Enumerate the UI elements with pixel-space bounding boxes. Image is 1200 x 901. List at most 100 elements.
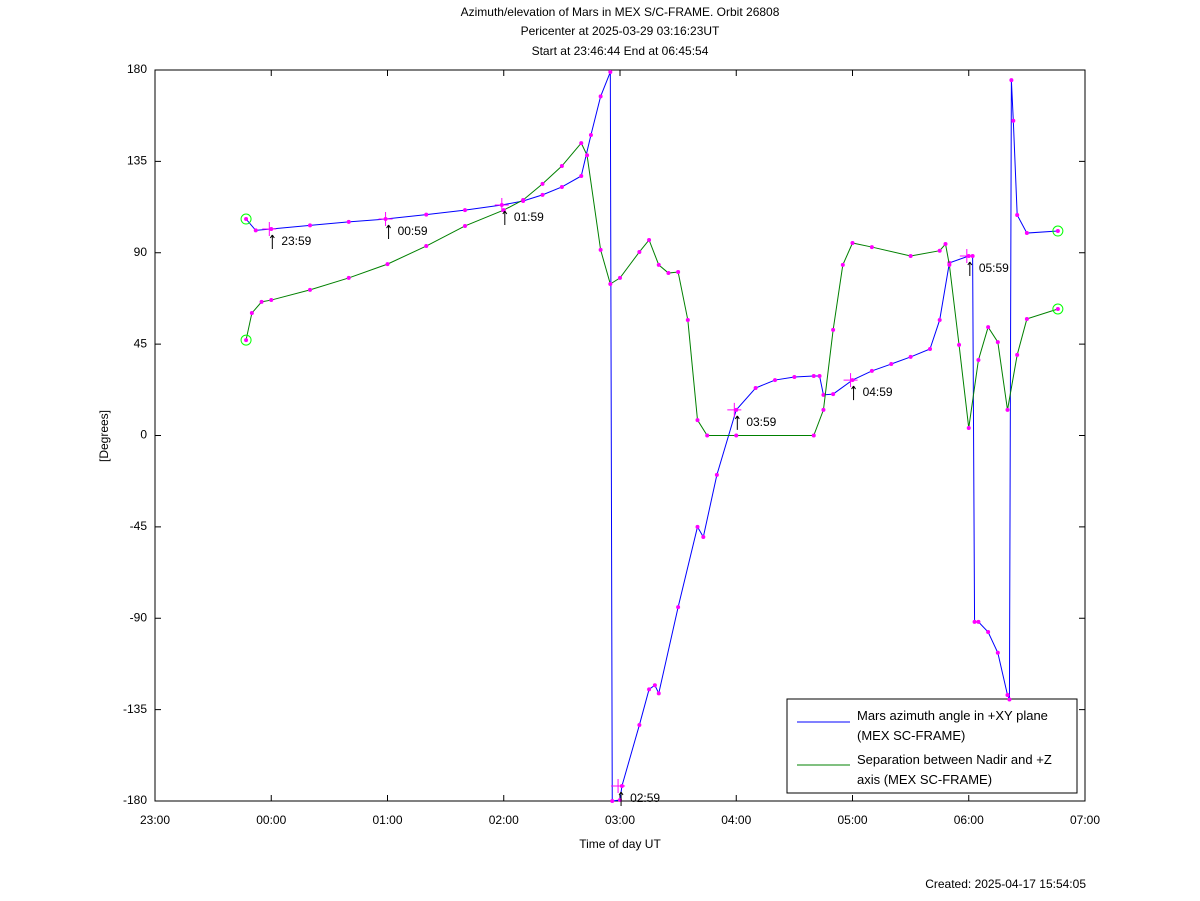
time-annotation: 02:59	[630, 791, 660, 805]
series-line	[245, 142, 1059, 436]
time-marker	[611, 778, 626, 793]
time-annotation: 23:59	[281, 234, 311, 248]
time-marker	[727, 402, 742, 417]
plot-frame	[154, 69, 1086, 802]
sample-dot	[598, 247, 603, 252]
x-tick-label: 04:00	[721, 813, 751, 827]
sample-dot	[424, 244, 429, 249]
sample-dot	[1055, 229, 1060, 234]
sample-dot	[1024, 231, 1029, 236]
sample-dot	[559, 184, 564, 189]
time-arrow	[386, 224, 391, 240]
sample-dot	[995, 340, 1000, 345]
sample-dot	[259, 299, 264, 304]
sample-dot	[972, 619, 977, 624]
y-tick-label: 90	[134, 245, 148, 259]
y-tick-label: -135	[123, 702, 147, 716]
sample-dot	[811, 433, 816, 438]
chart-subtitle: Pericenter at 2025-03-29 03:16:23UT	[521, 24, 720, 38]
time-annotation: 00:59	[398, 224, 428, 238]
footer: Created: 2025-04-17 15:54:05	[925, 877, 1086, 891]
sample-dot	[1011, 118, 1016, 123]
time-arrow	[618, 791, 624, 806]
sample-dot	[656, 262, 661, 267]
sample-dot	[424, 212, 429, 217]
sample-dot	[463, 223, 467, 228]
y-axis-label: [Degrees]	[97, 410, 111, 462]
sample-dot	[608, 70, 613, 75]
x-tick-label: 23:00	[140, 813, 170, 827]
sample-dot	[811, 374, 816, 379]
sample-dot	[753, 385, 758, 390]
sample-dot	[666, 271, 671, 276]
sample-dot	[705, 433, 710, 438]
time-marker	[378, 212, 393, 227]
x-tick-label: 07:00	[1070, 813, 1100, 827]
sample-dot	[346, 275, 351, 280]
sample-dot	[656, 691, 661, 696]
sample-dot	[647, 687, 652, 692]
time-arrow	[269, 234, 275, 249]
sample-dot	[249, 311, 254, 316]
sample-dot	[1005, 407, 1010, 412]
x-tick-label: 00:00	[256, 813, 286, 827]
time-arrow	[967, 261, 973, 276]
sample-dot	[685, 317, 690, 322]
x-tick-label: 05:00	[837, 813, 867, 827]
x-tick-label: 03:00	[605, 813, 635, 827]
sample-dot	[559, 164, 564, 169]
sample-dot	[1015, 352, 1020, 357]
sample-dot	[976, 619, 981, 624]
end-marker	[240, 213, 252, 225]
sample-dot	[588, 132, 593, 137]
sample-dot	[701, 535, 706, 540]
chart-title: Azimuth/elevation of Mars in MEX S/C-FRA…	[461, 5, 780, 19]
sample-dot	[937, 317, 942, 322]
y-tick-label: 0	[140, 428, 147, 442]
legend-label: Separation between Nadir and +Z axis (ME…	[857, 752, 1052, 787]
time-arrow	[734, 415, 740, 430]
sample-dot	[734, 433, 739, 438]
end-marker	[1052, 303, 1064, 315]
series-line	[245, 71, 1058, 802]
sample-dot	[579, 141, 584, 146]
legend-box	[786, 698, 1078, 794]
sample-dot	[618, 275, 622, 280]
sample-dot	[695, 524, 700, 529]
sample-dot	[937, 248, 942, 253]
time-marker	[262, 221, 277, 236]
sample-dot	[521, 197, 526, 202]
sample-dot	[463, 208, 467, 213]
sample-dot	[831, 392, 836, 397]
y-tick-label: -180	[123, 793, 147, 807]
sample-dot	[598, 94, 603, 99]
sample-dot	[986, 630, 991, 635]
sample-dot	[869, 368, 874, 373]
time-annotation: 01:59	[514, 210, 544, 224]
x-axis-label: Time of day UT	[579, 837, 661, 851]
sample-dot	[995, 650, 1000, 655]
sample-dot	[1007, 697, 1012, 702]
sample-dot	[308, 287, 312, 292]
sample-dot	[714, 472, 719, 477]
sample-dot	[1055, 306, 1060, 311]
x-tick-label: 06:00	[954, 813, 984, 827]
sample-dot	[253, 228, 258, 233]
y-tick-label: 135	[127, 154, 147, 168]
sample-dot	[966, 425, 971, 430]
sample-dot	[1024, 316, 1029, 321]
sample-dot	[385, 262, 390, 267]
sample-dot	[773, 378, 777, 383]
sample-dot	[986, 325, 991, 330]
sample-dot	[792, 375, 797, 380]
time-annotation: 04:59	[863, 385, 893, 399]
sample-dot	[244, 217, 249, 222]
sample-dot	[908, 354, 913, 359]
end-marker	[240, 334, 252, 346]
x-tick-label: 02:00	[489, 813, 519, 827]
sample-dot	[1005, 693, 1010, 698]
sample-dot	[817, 374, 822, 379]
sample-dot	[1015, 212, 1020, 217]
